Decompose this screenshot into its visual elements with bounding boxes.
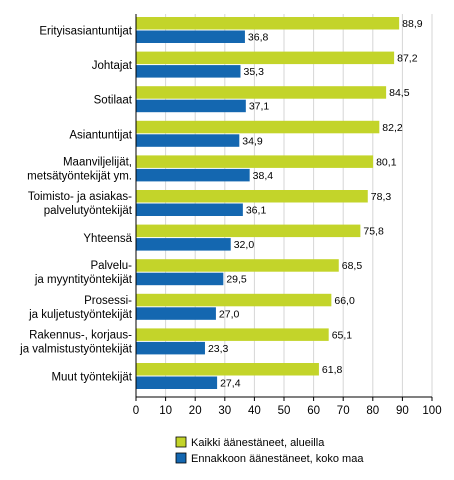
category-label-4: Maanviljelijät, metsätyöntekijät ym. (27, 156, 132, 182)
value-label-series-0-4: 80,1 (376, 156, 397, 168)
bars (136, 17, 400, 389)
bar-series-1-0 (136, 30, 245, 43)
category-label-10: Muut työntekijät (51, 372, 132, 384)
bar-series-1-5 (136, 203, 243, 216)
value-label-series-0-9: 65,1 (332, 329, 353, 341)
value-label-series-0-2: 84,5 (389, 87, 410, 99)
bar-series-0-1 (136, 51, 395, 65)
value-label-series-1-5: 36,1 (246, 205, 267, 217)
value-labels: 88,9 36,8 87,2 35,3 84,5 37,1 82,2 34,9 80,1 38,4… (208, 18, 423, 390)
bar-series-0-6 (136, 224, 361, 238)
category-label-6: Yhteensä (83, 233, 132, 245)
bar-series-1-8 (136, 307, 216, 320)
value-label-series-0-1: 87,2 (397, 53, 418, 65)
x-tick-label: 50 (278, 405, 291, 417)
category-label-9: Rakennus-, korjaus-ja valmistustyöntekij… (19, 329, 133, 355)
value-label-series-1-9: 23,3 (208, 343, 229, 355)
legend-swatch-1 (175, 452, 187, 464)
value-label-series-0-8: 66,0 (334, 295, 355, 307)
x-tick-label: 100 (422, 405, 441, 417)
x-tick-label: 80 (366, 405, 379, 417)
bar-series-1-2 (136, 99, 246, 113)
value-label-series-0-6: 75,8 (363, 226, 384, 238)
category-label-2: Sotilaat (94, 95, 133, 107)
bar-series-0-8 (136, 293, 332, 307)
value-label-series-1-3: 34,9 (242, 135, 263, 147)
value-label-series-1-8: 27,0 (219, 308, 240, 320)
bar-series-0-0 (136, 17, 400, 30)
category-label-8: Prosessi-ja kuljetustyöntekijät (28, 295, 133, 321)
x-tick-label: 10 (159, 405, 172, 417)
x-tick-label: 90 (396, 405, 409, 417)
value-label-series-0-3: 82,2 (382, 122, 403, 134)
legend: Kaikki äänestäneet, alueilla Ennakkoon ää… (175, 436, 364, 465)
category-labels: Erityisasiantuntijat Johtajat Sotilaat Asia… (19, 26, 133, 384)
value-label-series-1-10: 27,4 (220, 378, 241, 390)
bar-series-0-10 (136, 363, 319, 376)
bar-series-0-4 (136, 155, 374, 168)
value-label-series-0-10: 61,8 (322, 364, 343, 376)
x-tick-label: 0 (133, 405, 139, 417)
value-label-series-0-5: 78,3 (371, 191, 392, 203)
bar-series-1-9 (136, 341, 205, 355)
legend-swatch-0 (175, 436, 187, 448)
legend-label-0: Kaikki äänestäneet, alueilla (191, 437, 325, 449)
category-label-0: Erityisasiantuntijat (39, 26, 132, 38)
bar-series-0-3 (136, 120, 380, 134)
x-tick-label: 60 (307, 405, 320, 417)
gridlines (135, 14, 433, 397)
x-tick-label: 40 (248, 405, 261, 417)
value-label-series-1-4: 38,4 (253, 170, 274, 182)
bar-series-1-7 (136, 272, 224, 286)
bar-series-0-5 (136, 190, 368, 203)
x-tick-label: 70 (337, 405, 350, 417)
value-label-series-0-0: 88,9 (402, 18, 423, 30)
legend-label-1: Ennakkoon äänestäneet, koko maa (191, 453, 364, 465)
bar-series-1-4 (136, 168, 250, 182)
value-label-series-1-0: 36,8 (248, 32, 269, 44)
bar-series-0-2 (136, 86, 387, 99)
bar-series-1-10 (136, 376, 218, 389)
value-label-series-1-6: 32,0 (234, 239, 255, 251)
bar-series-0-7 (136, 259, 339, 272)
bar-series-0-9 (136, 328, 329, 341)
bar-series-1-6 (136, 238, 231, 251)
bar-series-1-1 (136, 65, 241, 78)
x-tick-label: 20 (189, 405, 202, 417)
category-label-3: Asiantuntijat (69, 129, 132, 141)
x-tick-label: 30 (218, 405, 231, 417)
value-label-series-1-2: 37,1 (249, 101, 270, 113)
category-label-1: Johtajat (92, 60, 133, 72)
category-label-7: Palvelu-ja myyntityöntekijät (34, 260, 133, 286)
value-label-series-1-7: 29,5 (226, 274, 247, 286)
value-label-series-1-1: 35,3 (243, 66, 264, 78)
bar-series-1-3 (136, 134, 240, 147)
category-label-5: Toimisto- ja asiakas-palvelutyöntekijät (28, 191, 133, 217)
value-label-series-0-7: 68,5 (342, 260, 363, 272)
x-axis: 0 10 20 30 40 50 60 70 80 90 100 (133, 14, 442, 417)
